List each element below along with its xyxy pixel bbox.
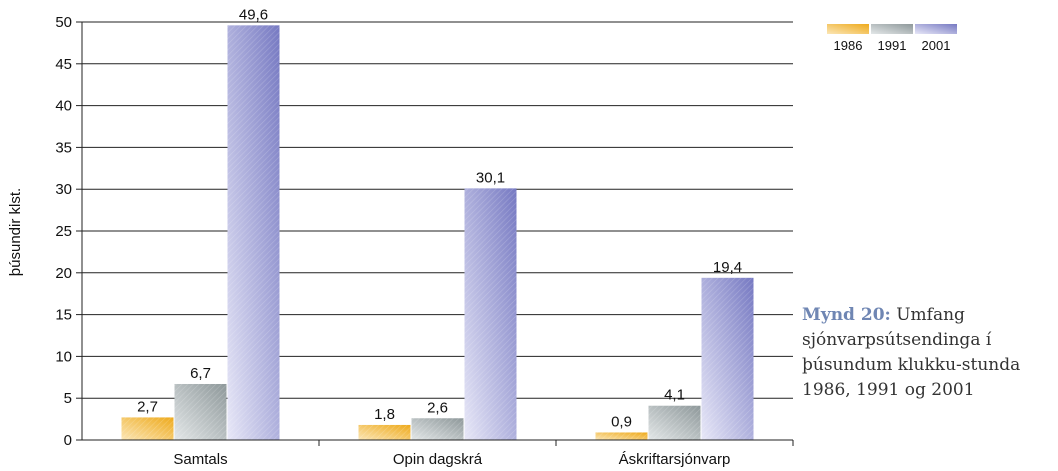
bar-hatch xyxy=(464,188,517,440)
value-label: 1,8 xyxy=(374,406,395,423)
figure-caption: Mynd 20: Umfang sjónvarpsútsendinga í þú… xyxy=(802,303,1052,403)
value-label: 30,1 xyxy=(476,169,505,186)
bar-hatch xyxy=(227,25,280,441)
bar-hatch xyxy=(595,432,648,440)
bar-hatch xyxy=(174,383,227,440)
axes xyxy=(81,22,794,446)
legend-label: 2001 xyxy=(922,38,951,53)
y-axis-title: þúsundir klst. xyxy=(7,188,24,276)
x-axis-labels: Samtals Opin dagskrá Áskriftarsjónvarp xyxy=(173,451,730,468)
bar-hatch xyxy=(358,424,411,440)
y-tick-label: 20 xyxy=(55,265,72,282)
legend-swatch-2001 xyxy=(915,24,957,34)
value-label: 49,6 xyxy=(239,6,268,23)
value-label: 0,9 xyxy=(611,413,632,430)
y-tick-label: 5 xyxy=(64,390,72,407)
caption-text: Umfang sjónvarpsútsendinga í þúsundum kl… xyxy=(802,305,1021,400)
category-label: Samtals xyxy=(173,451,227,468)
bar-hatch xyxy=(648,405,701,440)
y-tick-label: 25 xyxy=(55,223,72,240)
bar-hatch xyxy=(121,417,174,440)
bar-hatch xyxy=(701,277,754,440)
legend: 1986 1991 2001 xyxy=(827,24,957,53)
y-tick-label: 15 xyxy=(55,307,72,324)
caption-prefix: Mynd 20: xyxy=(802,305,891,325)
value-label: 2,6 xyxy=(427,399,448,416)
category-label: Áskriftarsjónvarp xyxy=(619,451,731,468)
y-tick-label: 30 xyxy=(55,181,72,198)
value-label: 4,1 xyxy=(664,387,685,404)
y-tick-label: 35 xyxy=(55,139,72,156)
legend-label: 1986 xyxy=(834,38,863,53)
y-tick-label: 40 xyxy=(55,98,72,115)
bar-hatch xyxy=(411,418,464,440)
gridlines xyxy=(82,21,793,399)
y-tick-label: 50 xyxy=(55,14,72,31)
value-label: 2,7 xyxy=(137,398,158,415)
legend-swatch-1986 xyxy=(827,24,869,34)
y-tick-label: 45 xyxy=(55,56,72,73)
y-tick-label: 0 xyxy=(64,432,72,449)
value-label: 19,4 xyxy=(713,259,742,276)
y-tick-label: 10 xyxy=(55,348,72,365)
value-label: 6,7 xyxy=(190,365,211,382)
category-label: Opin dagskrá xyxy=(393,451,483,468)
value-labels: 2,7 6,7 49,6 1,8 2,6 30,1 0,9 4,1 19,4 xyxy=(137,6,742,430)
bars xyxy=(121,25,754,441)
legend-label: 1991 xyxy=(878,38,907,53)
legend-swatch-1991 xyxy=(871,24,913,34)
y-axis-ticks: 0 5 10 15 20 25 30 35 40 45 50 xyxy=(55,14,82,449)
